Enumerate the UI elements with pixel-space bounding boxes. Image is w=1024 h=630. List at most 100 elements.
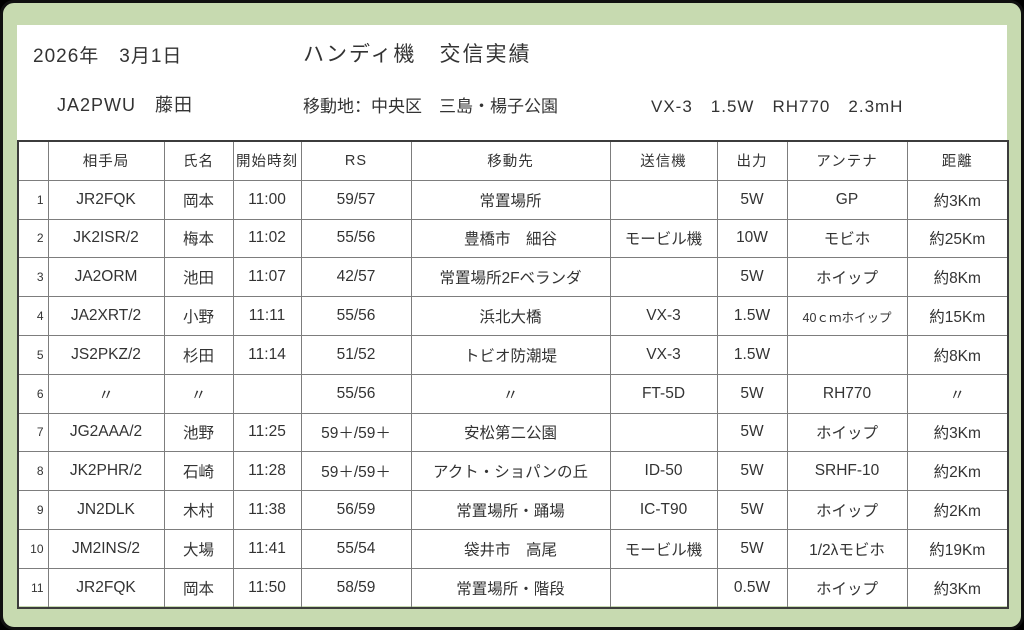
operating-location: 移動地：中央区 三島・楊子公園 bbox=[303, 97, 558, 116]
cell-antenna: ホイップ bbox=[786, 490, 908, 530]
report-header: 2026年 3月1日 ハンディ機 交信実績 JA2PWU 藤田 移動地：中央区 … bbox=[17, 25, 1007, 140]
cell-rs-report: 59/57 bbox=[300, 179, 412, 220]
content-panel: 2026年 3月1日 ハンディ機 交信実績 JA2PWU 藤田 移動地：中央区 … bbox=[17, 25, 1009, 609]
cell-start-time: 11:41 bbox=[232, 528, 302, 569]
cell-name: 木村 bbox=[163, 490, 234, 530]
cell-distance: 約25Km bbox=[906, 218, 1009, 259]
column-header-power: 出力 bbox=[716, 140, 788, 181]
column-header-rs-report: RS bbox=[300, 140, 412, 181]
cell-distance: 約3Km bbox=[906, 567, 1009, 609]
cell-location: 常置場所・階段 bbox=[410, 567, 611, 609]
cell-start-time: 11:00 bbox=[232, 179, 302, 220]
cell-location: 常置場所2Fベランダ bbox=[410, 257, 611, 298]
cell-location: 豊橋市 細谷 bbox=[410, 218, 611, 259]
cell-power: 5W bbox=[716, 451, 788, 492]
cell-rs-report: 51/52 bbox=[300, 334, 412, 375]
cell-rs-report: 42/57 bbox=[300, 257, 412, 298]
cell-row-number: 4 bbox=[17, 296, 49, 336]
table-header-row: 相手局 氏名 開始時刻 RS 移動先 送信機 出力 アンテナ 距離 bbox=[17, 140, 1009, 181]
cell-name: 池田 bbox=[163, 257, 234, 298]
column-header-rig: 送信機 bbox=[609, 140, 718, 181]
cell-location: トビオ防潮堤 bbox=[410, 334, 611, 375]
cell-antenna: モビホ bbox=[786, 218, 908, 259]
cell-distance: 約3Km bbox=[906, 412, 1009, 453]
cell-antenna: ホイップ bbox=[786, 567, 908, 609]
cell-power: 5W bbox=[716, 179, 788, 220]
table-row: 6 〃〃 55/56 〃 FT-5D 5W RH770 〃 bbox=[17, 373, 1009, 414]
cell-power: 5W bbox=[716, 412, 788, 453]
cell-rs-report: 55/56 bbox=[300, 296, 412, 336]
cell-row-number: 3 bbox=[17, 257, 49, 298]
cell-row-number: 10 bbox=[17, 528, 49, 569]
cell-power: 5W bbox=[716, 528, 788, 569]
cell-antenna: 40ｃｍホイップ bbox=[786, 296, 908, 336]
cell-row-number: 5 bbox=[17, 334, 49, 375]
cell-start-time: 11:07 bbox=[232, 257, 302, 298]
cell-callsign: JA2XRT/2 bbox=[47, 296, 165, 336]
cell-start-time bbox=[232, 373, 302, 414]
table-row: 8 JK2PHR/2 石崎 11:28 59＋/59＋ アクト・ショパンの丘 ID-50 5W… bbox=[17, 451, 1009, 492]
table-row: 5 JS2PKZ/2 杉田 11:14 51/52 トビオ防潮堤 VX-3 1.5W 約8Km bbox=[17, 334, 1009, 375]
cell-name: 梅本 bbox=[163, 218, 234, 259]
cell-start-time: 11:28 bbox=[232, 451, 302, 492]
cell-distance: 約8Km bbox=[906, 334, 1009, 375]
operator-callsign: JA2PWU 藤田 bbox=[57, 95, 194, 115]
cell-power: 5W bbox=[716, 373, 788, 414]
cell-antenna bbox=[786, 334, 908, 375]
cell-row-number: 1 bbox=[17, 179, 49, 220]
cell-callsign: JN2DLK bbox=[47, 490, 165, 530]
cell-location: 常置場所 bbox=[410, 179, 611, 220]
cell-antenna: ホイップ bbox=[786, 257, 908, 298]
cell-power: 0.5W bbox=[716, 567, 788, 609]
table-row: 7 JG2AAA/2 池野 11:25 59＋/59＋ 安松第二公園 5W ホイップ 約3Km bbox=[17, 412, 1009, 453]
cell-row-number: 11 bbox=[17, 567, 49, 609]
cell-rig: モービル機 bbox=[609, 218, 718, 259]
column-header-antenna: アンテナ bbox=[786, 140, 908, 181]
qso-log-table: 相手局 氏名 開始時刻 RS 移動先 送信機 出力 アンテナ 距離 1 JR2FQK 岡本 11:00… bbox=[17, 140, 1009, 609]
cell-row-number: 9 bbox=[17, 490, 49, 530]
table-row: 3 JA2ORM 池田 11:07 42/57 常置場所2Fベランダ 5W ホイップ 約8Km bbox=[17, 257, 1009, 298]
column-header-distance: 距離 bbox=[906, 140, 1009, 181]
column-header-start-time: 開始時刻 bbox=[232, 140, 302, 181]
cell-callsign: JA2ORM bbox=[47, 257, 165, 298]
cell-row-number: 6 bbox=[17, 373, 49, 414]
cell-power: 1.5W bbox=[716, 334, 788, 375]
cell-start-time: 11:11 bbox=[232, 296, 302, 336]
cell-rig: ID-50 bbox=[609, 451, 718, 492]
cell-rig bbox=[609, 179, 718, 220]
page-title: ハンディ機 交信実績 bbox=[303, 43, 532, 66]
report-date: 2026年 3月1日 bbox=[33, 46, 183, 67]
table-row: 1 JR2FQK 岡本 11:00 59/57 常置場所 5W GP 約3Km bbox=[17, 179, 1009, 220]
rig-info: VX-3 1.5W RH770 2.3mH bbox=[651, 97, 904, 116]
cell-location: 常置場所・踊場 bbox=[410, 490, 611, 530]
table-row: 10 JM2INS/2 大場 11:41 55/54 袋井市 高尾 モービル機 5W 1/2λモ… bbox=[17, 528, 1009, 569]
cell-rs-report: 55/56 bbox=[300, 373, 412, 414]
cell-distance: 約2Km bbox=[906, 451, 1009, 492]
cell-row-number: 7 bbox=[17, 412, 49, 453]
cell-antenna: SRHF-10 bbox=[786, 451, 908, 492]
cell-rig: VX-3 bbox=[609, 296, 718, 336]
column-header-name: 氏名 bbox=[163, 140, 234, 181]
cell-name: 杉田 bbox=[163, 334, 234, 375]
cell-distance: 〃 bbox=[906, 373, 1009, 414]
cell-start-time: 11:38 bbox=[232, 490, 302, 530]
cell-location: 袋井市 高尾 bbox=[410, 528, 611, 569]
cell-callsign: JR2FQK bbox=[47, 567, 165, 609]
cell-callsign: JM2INS/2 bbox=[47, 528, 165, 569]
cell-name: 大場 bbox=[163, 528, 234, 569]
cell-rig bbox=[609, 412, 718, 453]
cell-start-time: 11:25 bbox=[232, 412, 302, 453]
cell-name: 小野 bbox=[163, 296, 234, 336]
table-row: 11 JR2FQK 岡本 11:50 58/59 常置場所・階段 0.5W ホイップ 約3Km bbox=[17, 567, 1009, 609]
cell-rig: FT-5D bbox=[609, 373, 718, 414]
cell-name: 池野 bbox=[163, 412, 234, 453]
cell-row-number: 8 bbox=[17, 451, 49, 492]
cell-location: 〃 bbox=[410, 373, 611, 414]
cell-name: 岡本 bbox=[163, 179, 234, 220]
column-header-callsign: 相手局 bbox=[47, 140, 165, 181]
cell-distance: 約15Km bbox=[906, 296, 1009, 336]
table-row: 2 JK2ISR/2 梅本 11:02 55/56 豊橋市 細谷 モービル機 10W モビホ 約2… bbox=[17, 218, 1009, 259]
cell-power: 5W bbox=[716, 257, 788, 298]
cell-rs-report: 55/56 bbox=[300, 218, 412, 259]
